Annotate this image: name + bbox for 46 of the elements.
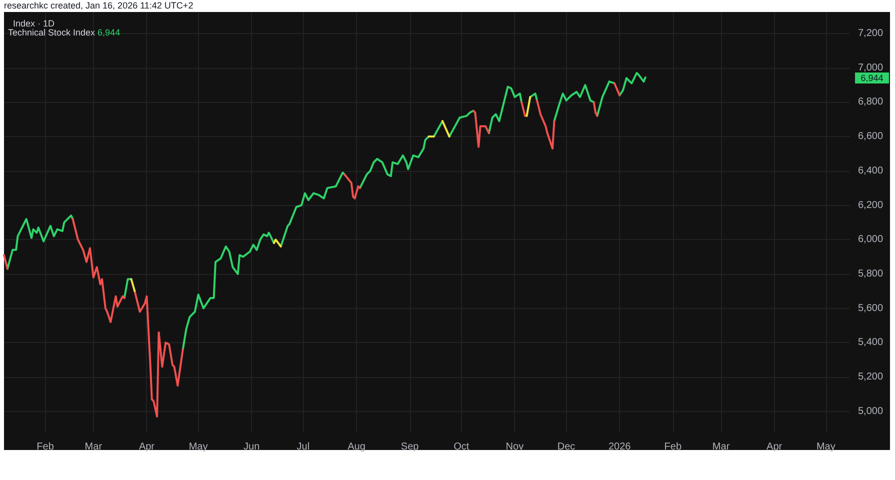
text: Index · 1D <box>13 18 56 28</box>
x-tick-label: Dec <box>557 442 576 452</box>
x-tick-label: Apr <box>138 442 156 452</box>
y-tick-label: 6,400 <box>858 165 884 176</box>
y-tick-label: 7,000 <box>858 62 884 74</box>
x-tick-label: Aug <box>348 442 366 452</box>
line-series <box>343 173 361 200</box>
x-tick-label: May <box>816 442 836 452</box>
x-tick-label: Mar <box>712 442 730 452</box>
x-tick-label: Nov <box>506 442 524 452</box>
line-series <box>182 232 275 351</box>
x-tick-label: Apr <box>766 442 783 452</box>
y-tick-label: 5,200 <box>858 372 884 383</box>
y-tick-label: 6,800 <box>858 96 884 108</box>
x-tick-label: Feb <box>36 442 54 452</box>
x-tick-label: May <box>188 442 208 452</box>
line-series <box>553 84 595 122</box>
text: Technical Stock Index 6,944 <box>8 28 120 38</box>
x-tick-label: 2026 <box>608 442 632 452</box>
y-tick-label: 6,000 <box>858 234 884 246</box>
x-tick-label: Feb <box>664 442 682 452</box>
line-series <box>536 99 556 150</box>
line-series <box>280 172 346 248</box>
x-tick-label: Sep <box>400 442 420 452</box>
line-series <box>134 290 184 418</box>
line-series <box>72 218 126 324</box>
y-tick-label: 6,600 <box>858 131 884 142</box>
line-series <box>6 214 74 270</box>
y-tick-label: 7,200 <box>858 28 884 39</box>
y-tick-label: 5,400 <box>858 337 884 348</box>
line-series <box>596 80 616 117</box>
y-tick-label: 6,200 <box>858 200 884 211</box>
line-series <box>358 136 430 190</box>
y-tick-label: 5,800 <box>858 268 884 280</box>
x-tick-label: Oct <box>454 442 470 452</box>
y-tick-label: 5,000 <box>858 406 884 417</box>
line-series <box>618 72 646 96</box>
line-series <box>488 86 523 134</box>
x-tick-label: Jul <box>296 442 310 452</box>
text: researchkc created, Jan 16, 2026 11:42 UTC+2 <box>4 0 194 10</box>
text: 6,944 <box>860 72 884 83</box>
line-series <box>448 110 474 138</box>
x-tick-label: Mar <box>84 442 103 452</box>
y-tick-label: 5,600 <box>858 302 884 314</box>
line-series <box>472 110 490 148</box>
x-tick-label: Jun <box>244 442 260 452</box>
